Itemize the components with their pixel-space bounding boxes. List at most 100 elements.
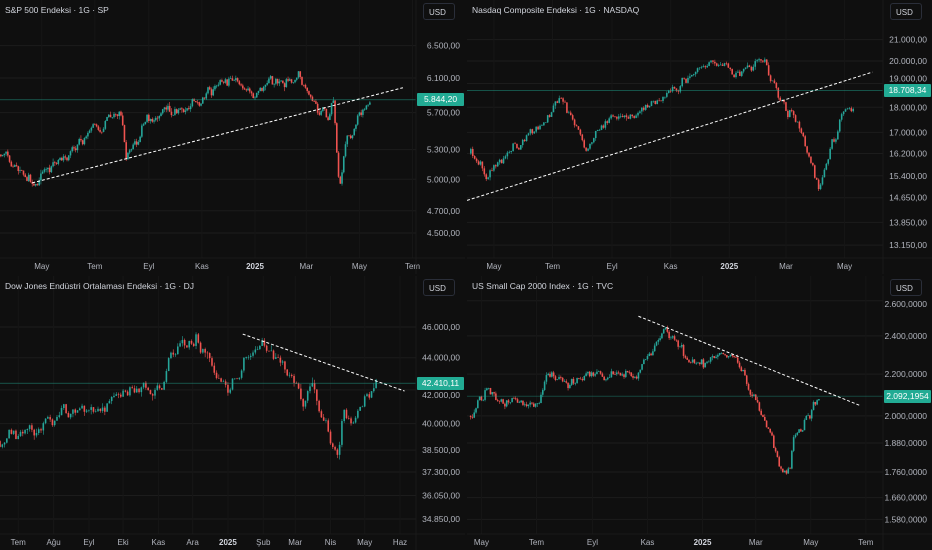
candle-body [662, 96, 664, 102]
candle-body [542, 389, 544, 395]
candle-body [85, 410, 88, 412]
candle-body [657, 340, 660, 342]
candle-body [266, 83, 268, 85]
candle-body [691, 359, 694, 363]
candle-body [487, 388, 490, 389]
candle-body [708, 361, 710, 363]
candle-body [90, 407, 92, 410]
candle-body [95, 124, 98, 127]
candle-body [775, 83, 778, 89]
x-tick-label: Mar [779, 262, 793, 271]
candle-body [356, 115, 359, 125]
y-tick-label: 37.300,00 [422, 467, 460, 477]
candle-body [558, 98, 561, 103]
candle-body [172, 352, 175, 355]
trendline-dashed [467, 71, 873, 201]
candle-body [688, 359, 690, 363]
candle-body [116, 114, 119, 117]
y-tick-label: 6.100,00 [427, 73, 460, 83]
candle-body [156, 385, 159, 390]
currency-button[interactable]: USD [890, 279, 922, 296]
candle-body [616, 116, 618, 119]
candle-body [217, 84, 220, 86]
candle-body [800, 128, 803, 133]
candle-body [573, 119, 576, 126]
x-tick-label: Nis [325, 538, 337, 547]
x-tick-label: Tem [405, 262, 420, 271]
candle-body [717, 354, 719, 357]
candle-body [558, 376, 560, 380]
candle-body [322, 107, 324, 112]
candle-body [816, 400, 818, 405]
candle-body [295, 77, 298, 80]
candle-body [339, 176, 342, 184]
chart-canvas[interactable]: 6.500,00 6.100,00 5.700,00 5.300,00 5.000,00… [0, 0, 465, 274]
chart-canvas[interactable]: 2.600,0000 2.400,0000 2.200,0000 2.000,0000… [467, 276, 932, 550]
candle-body [567, 382, 569, 389]
candle-body [78, 139, 80, 145]
currency-button[interactable]: USD [890, 3, 922, 20]
candle-body [679, 346, 681, 348]
candle-body [231, 78, 234, 81]
candle-body [97, 408, 99, 412]
x-tick-label: Eki [118, 538, 129, 547]
candle-body [352, 422, 355, 424]
candle-body [623, 115, 626, 118]
candle-body [48, 167, 51, 173]
y-tick-label: 4.500,00 [427, 228, 460, 238]
candle-body [90, 127, 93, 131]
candle-body [639, 369, 642, 373]
candle-body [181, 339, 184, 344]
candle-body [250, 91, 253, 94]
chart-pane-russell-2000[interactable]: 2.600,0000 2.400,0000 2.200,0000 2.000,0000… [467, 276, 932, 550]
candle-body [256, 349, 259, 350]
candle-body [715, 356, 717, 359]
candle-body [212, 89, 215, 96]
candle-body [487, 177, 489, 180]
candle-body [486, 388, 488, 391]
candle-body [491, 392, 494, 395]
candle-body [738, 362, 741, 368]
candle-body [101, 407, 104, 411]
candle-body [829, 148, 831, 160]
candle-body [785, 102, 787, 111]
y-tick-label: 13.850,00 [889, 217, 927, 227]
candle-body [771, 80, 774, 82]
candle-body [617, 116, 620, 119]
candle-body [552, 372, 555, 377]
candle-body [281, 361, 284, 363]
candle-body [165, 371, 168, 382]
chart-canvas[interactable]: 21.000,00 20.000,00 19.000,00 18.000,00 17.0… [467, 0, 932, 274]
candle-body [78, 408, 81, 411]
chart-canvas[interactable]: 46.000,00 44.000,00 42.000,00 40.000,00 38.5… [0, 276, 465, 550]
candle-body [740, 71, 743, 76]
candle-body [637, 372, 640, 379]
candle-body [594, 130, 597, 139]
y-tick-label: 40.000,00 [422, 419, 460, 429]
candle-body [556, 379, 559, 380]
candle-body [838, 119, 841, 132]
candle-body [727, 63, 730, 68]
chart-pane-sp500[interactable]: 6.500,00 6.100,00 5.700,00 5.300,00 5.000,00… [0, 0, 465, 274]
candle-body [64, 156, 67, 158]
candle-body [783, 99, 785, 103]
candle-body [735, 72, 737, 78]
chart-pane-nasdaq[interactable]: 21.000,00 20.000,00 19.000,00 18.000,00 17.0… [467, 0, 932, 274]
x-tick-label: Ara [186, 538, 199, 547]
chart-pane-dow-jones[interactable]: 46.000,00 44.000,00 42.000,00 40.000,00 38.5… [0, 276, 465, 550]
candle-body [745, 375, 748, 384]
candle-body [661, 333, 663, 339]
candle-body [583, 375, 586, 381]
candle-body [596, 129, 599, 131]
currency-button[interactable]: USD [423, 279, 455, 296]
candle-body [1, 444, 4, 447]
candle-body [498, 400, 501, 402]
currency-button[interactable]: USD [423, 3, 455, 20]
candle-body [300, 388, 302, 400]
candle-body [698, 67, 701, 69]
candle-body [653, 345, 656, 352]
candle-body [547, 373, 550, 376]
candle-body [753, 394, 755, 396]
candle-body [545, 375, 548, 382]
candle-body [205, 93, 208, 99]
